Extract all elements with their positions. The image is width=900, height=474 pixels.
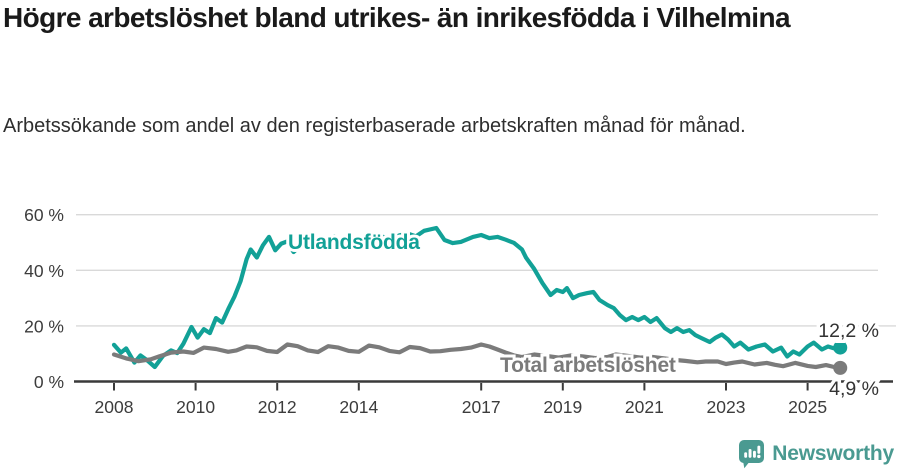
y-tick-label-60: 60 % (24, 205, 64, 225)
y-tick-label-0: 0 % (34, 372, 64, 392)
series-line-utlandsfodda (111, 225, 843, 370)
x-tick-label-2025: 2025 (788, 397, 827, 417)
end-value-label-utlandsfodda: 12,2 % (818, 320, 879, 342)
series-label-total: Total arbetslöshet (500, 354, 676, 377)
x-tick-label-2008: 2008 (95, 397, 134, 417)
x-tick-label-2010: 2010 (176, 397, 215, 417)
newsworthy-logo-text: Newsworthy (772, 441, 894, 465)
series-label-utlandsfodda: Utlandsfödda (288, 231, 420, 254)
end-value-label-total: 4,9 % (829, 378, 879, 400)
x-tick-label-2017: 2017 (462, 397, 501, 417)
series-end-dot-utlandsfodda (833, 340, 848, 355)
chart-subtitle: Arbetssökande som andel av den registerb… (3, 115, 746, 137)
series-end-dot-total (833, 360, 848, 375)
newsworthy-branding: Newsworthy (737, 438, 894, 469)
newsworthy-logo-icon (739, 440, 765, 469)
x-tick-label-2021: 2021 (625, 397, 664, 417)
x-tick-label-2019: 2019 (543, 397, 582, 417)
series-line-total (111, 342, 843, 370)
page-title: Högre arbetslöshet bland utrikes- än inr… (3, 2, 791, 33)
x-tick-label-2023: 2023 (707, 397, 746, 417)
y-tick-label-40: 40 % (24, 261, 64, 281)
x-tick-label-2012: 2012 (258, 397, 297, 417)
y-tick-label-20: 20 % (24, 316, 64, 336)
x-tick-label-2014: 2014 (339, 397, 378, 417)
